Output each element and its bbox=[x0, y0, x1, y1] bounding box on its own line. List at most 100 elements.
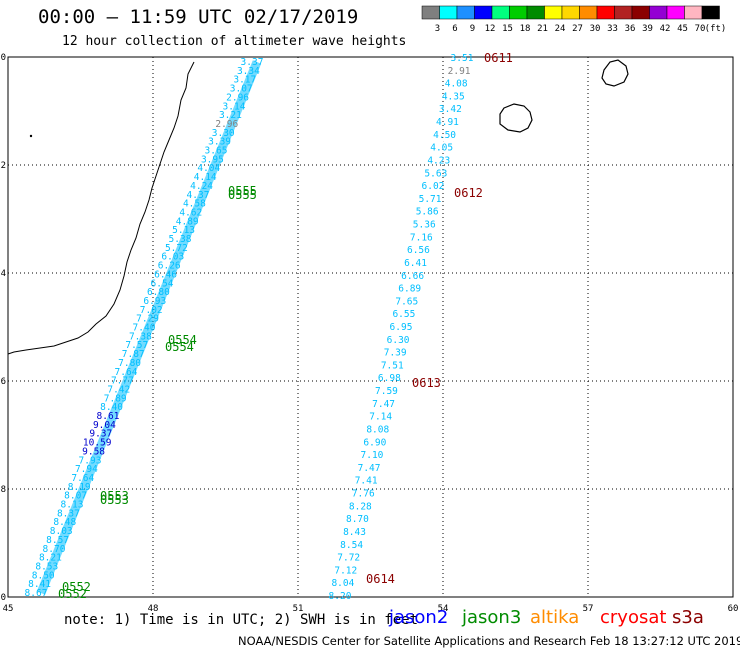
color-scale-swatch bbox=[701, 5, 720, 20]
west-track-value: 8.61 bbox=[97, 411, 120, 422]
small-island bbox=[29, 134, 33, 138]
mauritius-coastline bbox=[601, 59, 629, 87]
west-track-value: 7.93 bbox=[79, 455, 102, 466]
west-track-value: 9.37 bbox=[89, 429, 112, 440]
color-scale-unit: (ft) bbox=[705, 24, 727, 34]
credit-line: NOAA/NESDIS Center for Satellite Applica… bbox=[238, 634, 740, 648]
lat-tick-label: -26 bbox=[0, 377, 6, 387]
color-scale-label: 15 bbox=[502, 24, 513, 34]
west-time-label: 0552 bbox=[62, 580, 91, 594]
color-scale-label: 3 bbox=[435, 24, 440, 34]
west-track-value: 5.72 bbox=[165, 243, 188, 254]
west-track-value: 6.03 bbox=[161, 252, 184, 263]
lon-tick-label: 60 bbox=[728, 604, 739, 614]
west-track-value: 4.04 bbox=[197, 163, 220, 174]
west-track-value: 5.13 bbox=[172, 225, 195, 236]
west-track-value: 7.64 bbox=[71, 473, 94, 484]
color-scale-label: 24 bbox=[555, 24, 566, 34]
east-track-value: 8.20 bbox=[329, 591, 352, 602]
color-scale-label: 27 bbox=[572, 24, 583, 34]
east-track-value: 8.04 bbox=[331, 578, 354, 589]
west-time-label: 0555 bbox=[228, 188, 257, 202]
east-time-label: 0614 bbox=[366, 572, 395, 586]
east-track-value: 7.51 bbox=[381, 360, 404, 371]
west-track-value: 7.64 bbox=[115, 367, 138, 378]
west-track-value: 3.30 bbox=[212, 128, 235, 139]
west-track-value: 3.21 bbox=[219, 110, 242, 121]
east-track-value: 6.90 bbox=[363, 437, 386, 448]
color-scale-label: 36 bbox=[625, 24, 636, 34]
east-track-value: 7.59 bbox=[375, 386, 398, 397]
east-time-label: 0611 bbox=[484, 51, 513, 65]
west-track-value: 2.96 bbox=[226, 92, 249, 103]
west-time-label: 0554 bbox=[165, 340, 194, 354]
east-track-value: 4.35 bbox=[442, 91, 465, 102]
lat-tick-label: -24 bbox=[0, 269, 6, 279]
west-track-value: 5.38 bbox=[169, 234, 192, 245]
east-track-value: 6.41 bbox=[404, 258, 427, 269]
color-scale: 3 6 9 12 15 18 21 24 27 30 33 36 39 42 45 70 (ft) bbox=[421, 5, 727, 34]
west-track-value: 8.50 bbox=[32, 570, 55, 581]
west-track-value: 6.46 bbox=[154, 269, 177, 280]
lat-tick-label: -30 bbox=[0, 593, 6, 603]
west-track-value: 4.14 bbox=[194, 172, 217, 183]
east-track-value: 6.89 bbox=[398, 284, 421, 295]
east-track-value: 7.39 bbox=[384, 348, 407, 359]
west-track-value: 3.17 bbox=[233, 75, 256, 86]
west-time-label: 0554 bbox=[168, 333, 197, 347]
west-track-value: 7.89 bbox=[104, 393, 127, 404]
west-track-value: 3.37 bbox=[241, 57, 264, 68]
east-track-value: 4.08 bbox=[445, 79, 468, 90]
lat-tick-label: -28 bbox=[0, 485, 6, 495]
east-track-line bbox=[339, 56, 463, 596]
west-track-value: 3.14 bbox=[223, 101, 246, 112]
west-track-value: 8.40 bbox=[100, 402, 123, 413]
west-track-value: 3.34 bbox=[237, 66, 260, 77]
east-track-value: 7.47 bbox=[372, 399, 395, 410]
east-track-value: 4.05 bbox=[430, 143, 453, 154]
color-scale-label: 18 bbox=[520, 24, 531, 34]
west-track-value: 8.57 bbox=[46, 535, 69, 546]
east-track-value: 6.66 bbox=[401, 271, 424, 282]
west-track-value: 7.40 bbox=[133, 323, 156, 334]
lon-tick-label: 57 bbox=[583, 604, 594, 614]
east-track-value: 7.14 bbox=[369, 412, 392, 423]
west-track-value: 7.38 bbox=[129, 331, 152, 342]
east-track-value: 2.91 bbox=[448, 66, 471, 77]
west-track-value: 7.77 bbox=[111, 376, 134, 387]
west-track-value: 6.93 bbox=[143, 296, 166, 307]
west-time-label: 0553 bbox=[100, 489, 129, 503]
lon-tick-label: 54 bbox=[438, 604, 449, 614]
east-track-value: 3.42 bbox=[439, 104, 462, 115]
east-time-label: 0612 bbox=[454, 186, 483, 200]
east-track-value: 7.76 bbox=[352, 489, 375, 500]
west-time-label: 0552 bbox=[58, 587, 87, 601]
east-track-value: 7.10 bbox=[361, 450, 384, 461]
page-title: 00:00 – 11:59 UTC 02/17/2019 bbox=[38, 6, 359, 28]
west-track-value: 8.41 bbox=[28, 579, 51, 590]
reunion-coastline bbox=[499, 103, 533, 133]
west-track-value: 8.70 bbox=[43, 544, 66, 555]
west-track-value: 7.87 bbox=[122, 349, 145, 360]
east-track-value: 7.12 bbox=[334, 565, 357, 576]
west-track-value: 10.59 bbox=[83, 438, 112, 449]
west-track-value: 4.58 bbox=[183, 199, 206, 210]
footer-note: note: 1) Time is in UTC; 2) SWH is in fe… bbox=[64, 612, 419, 628]
satellite-legend-altika: altika bbox=[530, 607, 580, 628]
east-track-value: 6.55 bbox=[392, 309, 415, 320]
color-scale-label: 33 bbox=[607, 24, 618, 34]
west-track-value: 8.19 bbox=[68, 482, 91, 493]
satellite-legend-jason2: jason2 bbox=[389, 607, 449, 628]
west-track-value: 8.53 bbox=[35, 561, 58, 572]
east-track-value: 8.28 bbox=[349, 501, 372, 512]
color-scale-label: 12 bbox=[485, 24, 496, 34]
color-scale-label: 30 bbox=[590, 24, 601, 34]
satellite-legend-s3a: s3a bbox=[672, 607, 704, 628]
west-track-value: 8.13 bbox=[61, 500, 84, 511]
east-track-value: 7.65 bbox=[395, 296, 418, 307]
east-track-value: 4.23 bbox=[427, 155, 450, 166]
color-scale-label: 39 bbox=[642, 24, 653, 34]
east-track-value: 7.72 bbox=[337, 553, 360, 564]
east-track-value: 8.54 bbox=[340, 540, 363, 551]
